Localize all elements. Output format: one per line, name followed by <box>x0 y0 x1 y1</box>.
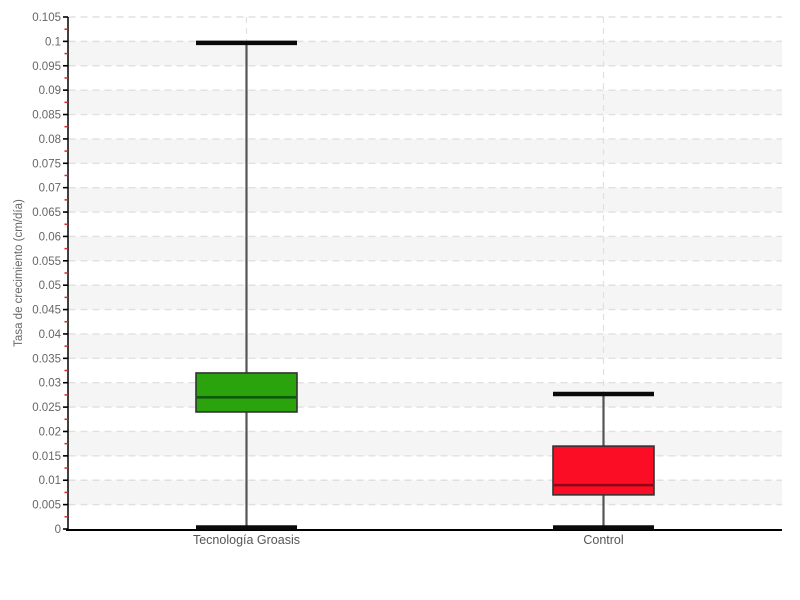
y-axis-tick-label: 0.015 <box>32 451 61 463</box>
y-axis-tick-label: 0.09 <box>39 85 61 97</box>
y-axis-tick-label: 0.04 <box>39 329 62 341</box>
y-axis-tick-label: 0.02 <box>39 426 61 438</box>
y-axis-tick-label: 0.085 <box>32 110 61 122</box>
y-axis-tick-label: 0.025 <box>32 402 61 414</box>
background-band <box>68 431 782 456</box>
background-band <box>68 90 782 115</box>
y-axis-tick-label: 0.005 <box>32 500 61 512</box>
background-band <box>68 480 782 505</box>
background-band <box>68 41 782 66</box>
y-axis-tick-label: 0.035 <box>32 353 61 365</box>
y-axis-tick-label: 0 <box>55 524 61 536</box>
y-axis-tick-label: 0.08 <box>39 134 61 146</box>
y-axis-tick-label: 0.05 <box>39 280 61 292</box>
y-axis-tick-label: 0.01 <box>39 475 61 487</box>
y-axis-tick-label: 0.065 <box>32 207 61 219</box>
y-axis-tick-label: 0.075 <box>32 158 61 170</box>
y-axis-tick-label: 0.03 <box>39 378 61 390</box>
y-axis-tick-label: 0.095 <box>32 61 61 73</box>
background-band <box>68 382 782 408</box>
background-band <box>68 187 782 213</box>
y-axis-tick-label: 0.055 <box>32 256 61 268</box>
background-band <box>68 236 782 261</box>
y-axis-tick-label: 0.1 <box>45 36 61 48</box>
background-band <box>68 333 782 359</box>
y-axis-tick-label: 0.045 <box>32 305 61 317</box>
x-axis-category-label: Control <box>583 533 623 547</box>
y-axis-tick-label: 0.105 <box>32 12 61 24</box>
background-band <box>68 138 782 164</box>
iqr-box <box>552 445 655 496</box>
y-axis-tick-label: 0.06 <box>39 231 61 243</box>
y-axis-title: Tasa de crecimiento (cm/día) <box>13 199 25 347</box>
iqr-box <box>195 372 298 413</box>
y-axis-tick-label: 0.07 <box>39 183 61 195</box>
background-band <box>68 285 782 310</box>
x-axis-category-label: Tecnología Groasis <box>193 533 300 547</box>
